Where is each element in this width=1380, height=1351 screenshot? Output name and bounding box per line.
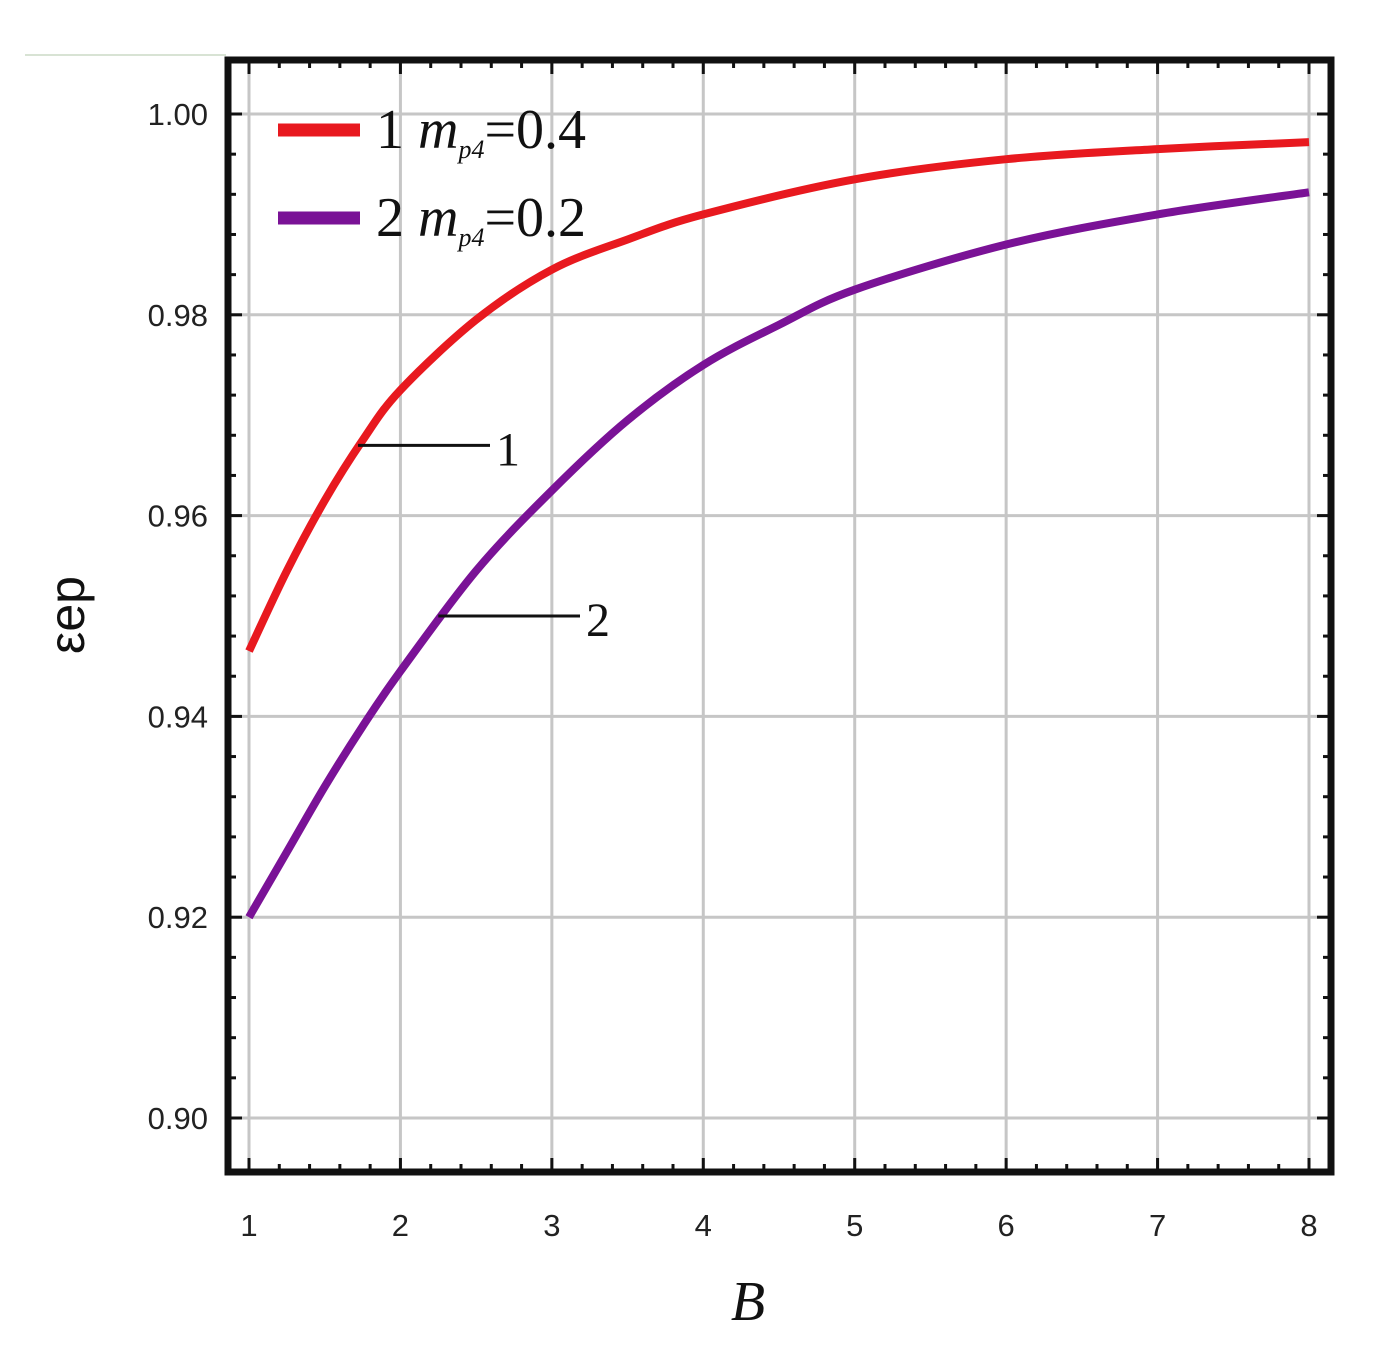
x-tick-label: 4 xyxy=(695,1208,712,1243)
legend-label-1: 1 mp4=0.4 xyxy=(376,99,586,164)
series-line-1 xyxy=(245,138,1310,653)
x-tick-label: 3 xyxy=(543,1208,560,1243)
x-tick-label: 5 xyxy=(846,1208,863,1243)
legend-variable: m xyxy=(418,187,458,249)
grid xyxy=(228,60,1331,1172)
y-tick-label: 0.98 xyxy=(148,298,208,333)
x-tick-label: 6 xyxy=(998,1208,1015,1243)
x-tick-label: 8 xyxy=(1300,1208,1317,1243)
tick-labels: 1 2 3 4 5 6 7 80.900.920.940.960.981.00 xyxy=(148,97,1318,1243)
annotation-label-2: 2 xyxy=(586,594,610,647)
series-layer xyxy=(245,138,1310,920)
x-tick-label: 1 xyxy=(240,1208,257,1243)
y-axis-title: εep xyxy=(39,576,95,654)
annotation-label-1: 1 xyxy=(496,423,520,476)
legend-number: 2 xyxy=(376,187,418,249)
y-tick-label: 0.92 xyxy=(148,900,208,935)
legend-value: =0.2 xyxy=(484,187,586,249)
y-axis-title-subscript: ep xyxy=(39,576,95,632)
y-tick-label: 0.94 xyxy=(148,699,208,734)
legend-value: =0.4 xyxy=(484,99,586,161)
plot-frame xyxy=(224,56,1335,1176)
legend-subscript: p4 xyxy=(456,223,484,252)
legend-number: 1 xyxy=(376,99,418,161)
legend-variable: m xyxy=(418,99,458,161)
series-line-2 xyxy=(245,188,1310,920)
y-axis-title-symbol: ε xyxy=(39,632,95,654)
annotations: 12 xyxy=(358,423,610,647)
legend-label-2: 2 mp4=0.2 xyxy=(376,187,586,252)
y-tick-label: 1.00 xyxy=(148,97,208,132)
x-axis-title: B xyxy=(731,1271,765,1333)
x-tick-label: 7 xyxy=(1149,1208,1166,1243)
x-tick-label: 2 xyxy=(392,1208,409,1243)
y-tick-label: 0.96 xyxy=(148,499,208,534)
y-tick-label: 0.90 xyxy=(148,1101,208,1136)
legend: 1 mp4=0.42 mp4=0.2 xyxy=(278,99,586,252)
legend-subscript: p4 xyxy=(456,135,484,164)
